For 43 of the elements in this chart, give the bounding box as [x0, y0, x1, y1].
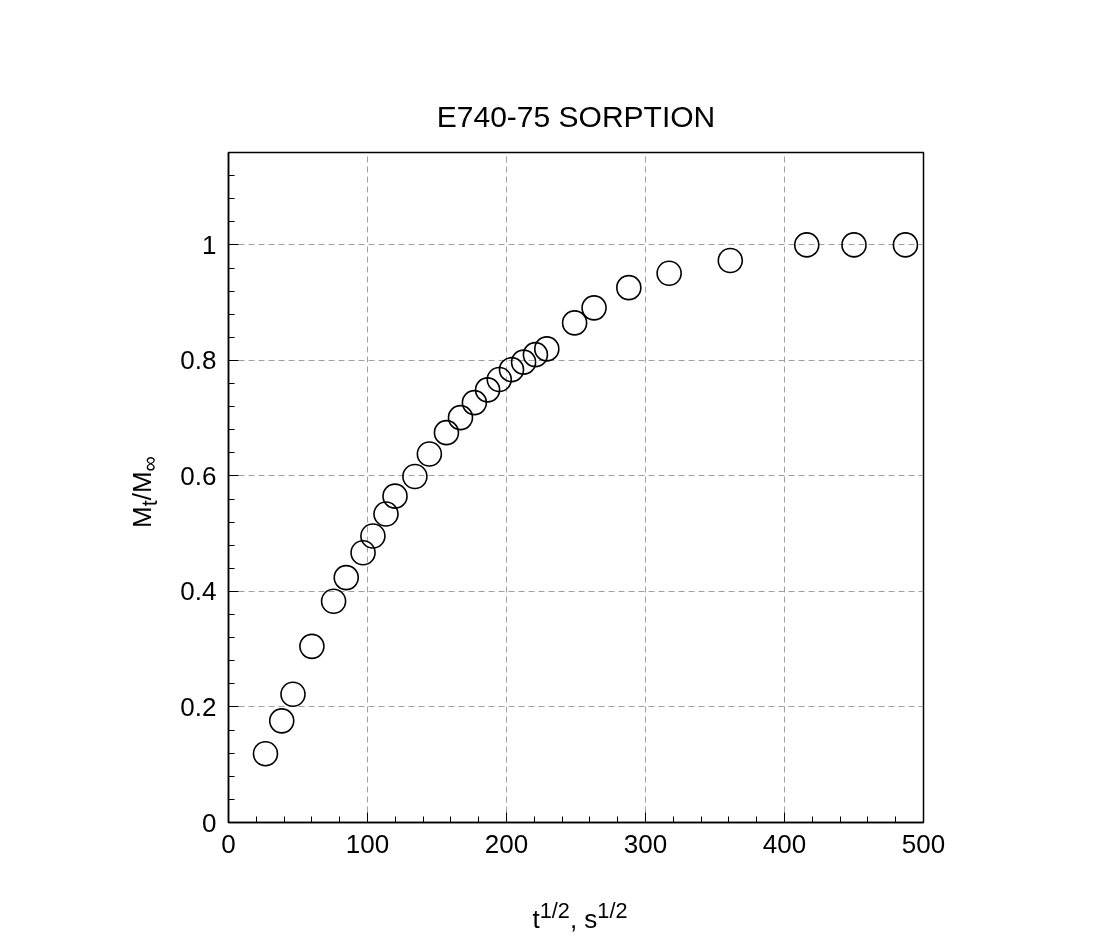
point: [486, 366, 513, 393]
point: [299, 633, 325, 660]
point: [416, 441, 443, 467]
point: [793, 232, 820, 258]
point: [522, 341, 549, 368]
point: [616, 274, 642, 301]
y-tick-label: 0: [202, 807, 217, 838]
point: [360, 523, 386, 549]
point: [268, 708, 295, 734]
x-axis-title: t$^{1/2}$, s$^{1/2}$: [532, 897, 628, 936]
point: [280, 681, 306, 708]
point: [841, 232, 867, 258]
y-tick-label: 0.6: [180, 460, 217, 491]
point: [350, 539, 376, 566]
chart-title: E740-75 SORPTION: [436, 99, 716, 133]
y-tick-label: 0.8: [180, 345, 217, 376]
point: [447, 404, 474, 431]
x-tick-label: 200: [484, 828, 529, 859]
x-tick-label: 0: [221, 828, 236, 859]
x-tick-label: 500: [901, 828, 946, 859]
point: [561, 310, 588, 336]
x-tick-label: 100: [345, 828, 390, 859]
point: [534, 336, 560, 362]
point: [382, 483, 408, 509]
point: [892, 232, 919, 258]
point: [433, 419, 460, 446]
point: [581, 295, 607, 321]
point: [333, 564, 360, 591]
y-tick-label: 0.4: [180, 576, 217, 607]
point: [656, 260, 682, 286]
point: [373, 501, 399, 527]
point: [498, 356, 525, 383]
y-tick-label: 0.2: [180, 691, 217, 722]
point: [402, 463, 428, 490]
point: [320, 588, 347, 615]
point: [717, 247, 744, 274]
point: [474, 377, 501, 403]
y-tick-label: 1: [202, 229, 217, 260]
point: [510, 349, 537, 375]
point: [252, 740, 279, 767]
point: [461, 389, 488, 416]
x-tick-label: 400: [762, 828, 807, 859]
x-tick-label: 300: [623, 828, 668, 859]
